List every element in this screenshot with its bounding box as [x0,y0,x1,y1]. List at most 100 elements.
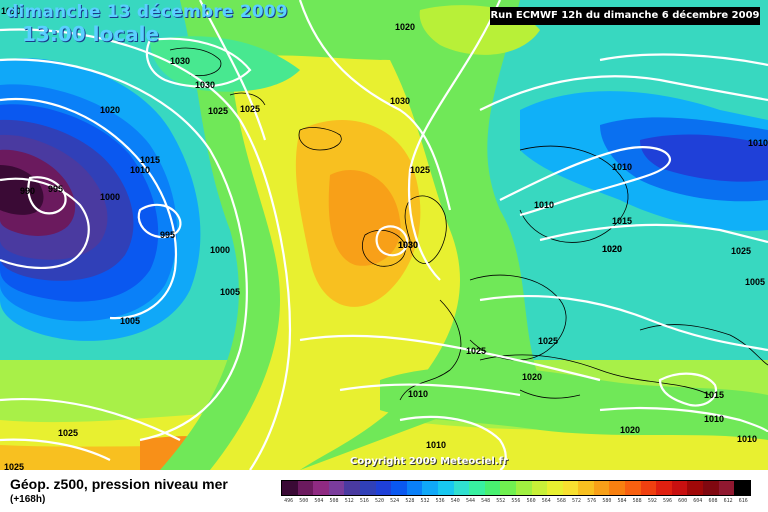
isobar-label: 995 [160,230,175,240]
isobar-label: 1030 [195,80,215,90]
color-scale-cell [500,481,516,495]
color-scale-tick: 608 [708,498,718,504]
isobar-label: 1020 [602,244,622,254]
color-scale-cell [437,481,454,495]
isobar-label: 1010 [737,434,757,444]
color-scale-cell [734,481,750,495]
isobars [0,0,768,470]
color-scale-cell [671,481,688,495]
color-scale-tick: 600 [678,498,688,504]
model-run-banner: Run ECMWF 12h du dimanche 6 décembre 200… [490,7,760,25]
isobar-label: 1010 [704,414,724,424]
isobar-label: 1015 [704,390,724,400]
color-scale-cell [578,481,594,495]
color-scale-tick: 576 [587,498,597,504]
color-scale-tick: 504 [314,498,324,504]
copyright-notice: Copyright 2009 Meteociel.fr [350,456,508,467]
color-scale-tick: 500 [299,498,309,504]
color-scale-bar [281,480,751,496]
isobar-label: 1010 [612,162,632,172]
isobar-label: 1020 [100,105,120,115]
color-scale-tick: 520 [375,498,385,504]
isobar-label: 1030 [398,240,418,250]
color-scale-tick: 584 [617,498,627,504]
isobar-label: 1025 [538,336,558,346]
coastlines [169,47,768,401]
isobar-label: 1030 [170,56,190,66]
color-scale-cell [609,481,626,495]
color-scale-tick: 548 [481,498,491,504]
color-scale-cell [375,481,392,495]
color-scale-cell [625,481,641,495]
color-scale-tick: 560 [526,498,536,504]
color-scale-tick: 564 [541,498,551,504]
forecast-time: 13:00 locale [22,22,159,46]
color-scale-cell [703,481,719,495]
isobar-label: 1010 [130,165,150,175]
geopotential-fill [0,0,768,470]
color-scale-tick: 532 [420,498,430,504]
isobar-label: 1010 [408,389,428,399]
color-scale-cell [656,481,672,495]
isobar-label: 1025 [58,428,78,438]
color-scale-cell [297,481,314,495]
color-scale-tick: 580 [602,498,612,504]
legend-lead-time: (+168h) [10,494,46,505]
isobar-label: 1030 [398,240,418,250]
color-scale-cell [453,481,470,495]
color-scale-tick: 524 [390,498,400,504]
isobar-label: 1015 [140,155,160,165]
isobar-label: 1020 [602,244,622,254]
isobar-label: 1025 [240,104,260,114]
isobar-label: 1020 [395,22,415,32]
isobar-label: 1030 [390,96,410,106]
color-scale-tick: 512 [344,498,354,504]
isobar-label: 1010 [534,200,554,210]
color-scale-cell [359,481,376,495]
isobar-label: 1010 [1,6,21,16]
color-scale-tick: 616 [738,498,748,504]
color-scale-tick: 596 [662,498,672,504]
color-scale-cell [469,481,485,495]
isobar-label: 1000 [100,192,120,202]
color-scale-cell [640,481,657,495]
isobar-label: 1020 [522,372,542,382]
color-scale-tick: 496 [284,498,294,504]
isobar-label: 995 [48,184,63,194]
color-scale-tick: 552 [496,498,506,504]
isobar-label: 1025 [466,346,486,356]
color-scale-ticks: 496 500 504 508 512 516 520 524 528 532 536 540 544 5… [281,498,751,508]
color-scale-tick: 544 [465,498,475,504]
color-scale-cell [422,481,438,495]
color-scale-tick: 568 [556,498,566,504]
color-scale-cell [718,481,735,495]
isobar-label: 1005 [745,277,765,287]
color-scale-cell [282,481,298,495]
forecast-date: dimanche 13 décembre 2009 [6,2,288,22]
color-scale-cell [313,481,329,495]
isobar-label: 1015 [612,216,632,226]
color-scale-cell [391,481,407,495]
color-scale-cell [344,481,360,495]
color-scale-tick: 556 [511,498,521,504]
color-scale-cell [328,481,345,495]
isobar-label: 1010 [748,138,768,148]
color-scale-cell [547,481,563,495]
color-scale-cell [593,481,610,495]
legend-title: Géop. z500, pression niveau mer [10,476,228,492]
color-scale-tick: 540 [450,498,460,504]
color-scale-cell [406,481,423,495]
isobar-label: 1010 [426,440,446,450]
isobar-label: 1005 [220,287,240,297]
color-scale-cell [562,481,579,495]
color-scale-tick: 508 [329,498,339,504]
isobar-label: 1020 [620,425,640,435]
isobar-label: 1025 [731,246,751,256]
color-scale-tick: 604 [693,498,703,504]
isobar-label: 1025 [410,165,430,175]
color-scale-tick: 572 [572,498,582,504]
color-scale-cell [531,481,548,495]
